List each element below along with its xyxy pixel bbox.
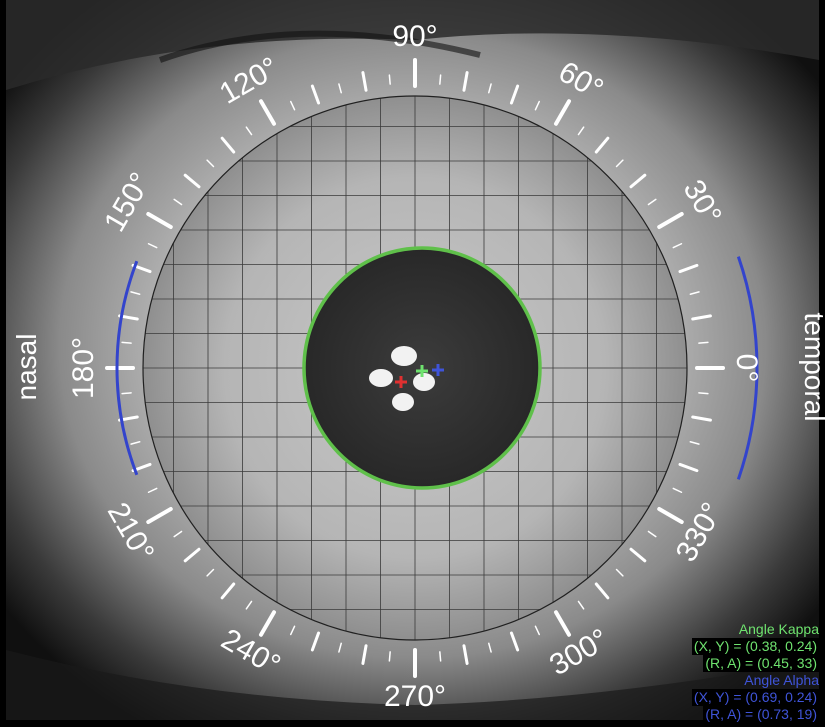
- angle-tick: [678, 462, 699, 473]
- angle-tick: [647, 198, 657, 206]
- angle-tick: [361, 644, 368, 665]
- angle-tick: [130, 441, 141, 445]
- alpha-xy: (X, Y) = (0.69, 0.24): [691, 689, 819, 706]
- angle-label: 0°: [730, 354, 763, 383]
- angle-label: 90°: [392, 20, 437, 53]
- angle-tick: [245, 126, 253, 136]
- angle-tick: [147, 243, 158, 249]
- angle-tick: [657, 507, 684, 524]
- angle-tick: [691, 415, 712, 422]
- upper-eyelid: [6, 0, 819, 90]
- angle-tick: [615, 568, 624, 577]
- angle-tick: [698, 392, 709, 395]
- angle-tick: [259, 99, 276, 126]
- angle-tick: [206, 159, 215, 168]
- angle-tick: [615, 159, 624, 168]
- angle-tick: [259, 610, 276, 637]
- kappa-ra: (R, A) = (0.45, 33): [703, 655, 819, 672]
- angle-tick: [245, 600, 253, 610]
- angle-ticks: [105, 58, 725, 678]
- angle-tick: [183, 173, 201, 189]
- corneal-reflections: [369, 346, 435, 411]
- angle-tick: [462, 71, 469, 92]
- angle-tick: [594, 582, 610, 600]
- angle-tick: [657, 212, 684, 229]
- alpha-ra: (R, A) = (0.73, 19): [703, 706, 819, 723]
- angle-tick: [689, 291, 700, 295]
- angle-tick: [220, 136, 236, 154]
- angle-tick: [147, 487, 158, 493]
- lower-eyelid: [6, 650, 819, 720]
- angle-label: 180°: [67, 337, 100, 399]
- angle-tick: [629, 547, 647, 563]
- angle-readout: Angle Kappa (X, Y) = (0.38, 0.24) (R, A)…: [691, 621, 819, 723]
- alpha-title: Angle Alpha: [744, 672, 819, 688]
- nasal-arc: [115, 260, 139, 476]
- angle-tick: [439, 651, 442, 662]
- angle-tick: [146, 507, 173, 524]
- pupil-outline: [302, 246, 542, 490]
- angle-tick: [577, 600, 585, 610]
- angle-tick: [173, 530, 183, 538]
- kappa-xy: (X, Y) = (0.38, 0.24): [691, 638, 819, 655]
- angle-tick: [488, 642, 492, 653]
- angle-tick: [338, 83, 342, 94]
- angle-tick: [121, 392, 132, 395]
- angle-label: 270°: [384, 680, 446, 713]
- temporal-arc: [736, 256, 759, 480]
- angle-tick: [594, 136, 610, 154]
- kappa-title: Angle Kappa: [738, 621, 819, 637]
- angle-tick: [220, 582, 236, 600]
- angle-tick: [672, 487, 683, 493]
- angle-tick: [439, 74, 442, 85]
- angle-tick: [678, 263, 699, 274]
- grid-boundary-circle: [142, 95, 688, 641]
- angle-tick: [698, 341, 709, 344]
- angle-tick: [388, 651, 391, 662]
- angle-tick: [361, 71, 368, 92]
- angle-tick: [206, 568, 215, 577]
- angle-tick: [388, 74, 391, 85]
- angle-tick: [509, 84, 520, 105]
- angle-tick: [290, 100, 296, 111]
- angle-tick: [691, 314, 712, 321]
- temporal-label: temporal: [799, 313, 825, 422]
- angle-tick: [534, 100, 540, 111]
- angle-tick: [488, 83, 492, 94]
- angle-tick: [629, 173, 647, 189]
- eyelash-line: [158, 30, 481, 63]
- angle-tick: [689, 441, 700, 445]
- angle-tick: [130, 291, 141, 295]
- angle-tick: [647, 530, 657, 538]
- angle-tick: [509, 631, 520, 652]
- angle-tick: [554, 99, 571, 126]
- angle-tick: [554, 610, 571, 637]
- angle-tick: [310, 84, 321, 105]
- angle-tick: [290, 625, 296, 636]
- angle-tick: [462, 644, 469, 665]
- angle-tick: [121, 341, 132, 344]
- pupil-center-marker: [395, 376, 407, 388]
- angle-tick: [534, 625, 540, 636]
- angle-tick: [672, 243, 683, 249]
- kappa-marker: [416, 365, 428, 377]
- angle-tick: [173, 198, 183, 206]
- angle-tick: [183, 547, 201, 563]
- angle-tick: [577, 126, 585, 136]
- alpha-marker: [432, 364, 444, 376]
- angle-tick: [310, 631, 321, 652]
- angle-tick: [146, 212, 173, 229]
- angle-tick: [338, 642, 342, 653]
- nasal-label: nasal: [11, 334, 42, 401]
